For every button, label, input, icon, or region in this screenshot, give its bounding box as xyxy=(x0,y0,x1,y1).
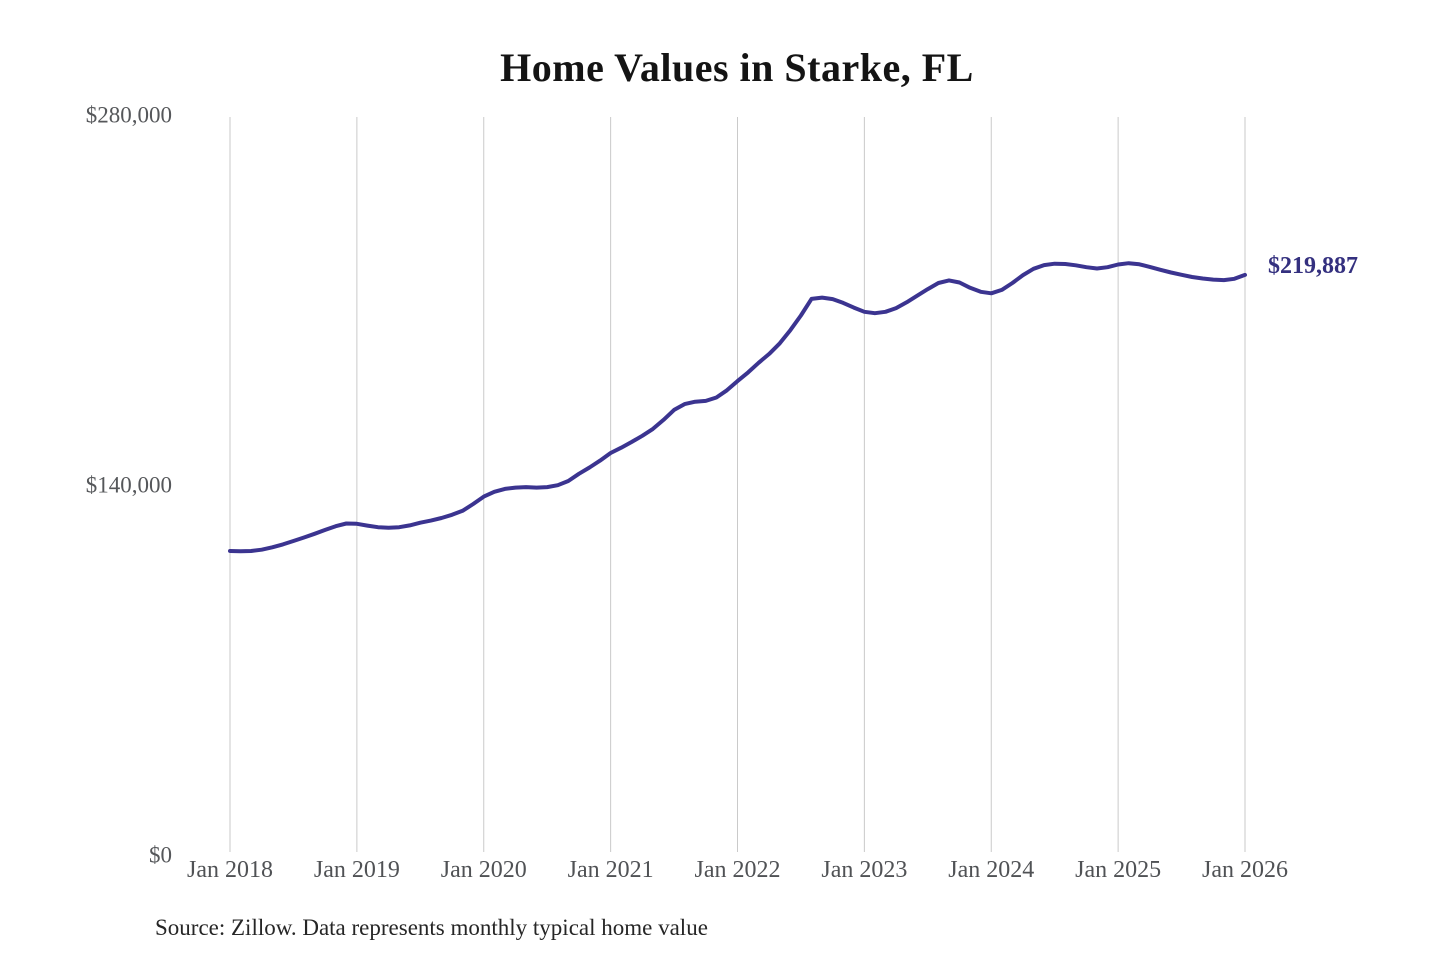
x-axis-label: Jan 2026 xyxy=(1202,857,1288,883)
x-axis-label: Jan 2025 xyxy=(1075,857,1162,883)
x-axis-label: Jan 2018 xyxy=(187,857,273,883)
latest-value-label: $219,887 xyxy=(1268,252,1358,279)
source-note: Source: Zillow. Data represents monthly … xyxy=(155,915,708,940)
x-axis-label: Jan 2020 xyxy=(440,857,527,883)
x-axis-label: Jan 2023 xyxy=(821,857,908,883)
y-axis-label: $140,000 xyxy=(85,472,172,498)
x-axis-label: Jan 2024 xyxy=(948,857,1035,883)
x-axis-label: Jan 2022 xyxy=(694,857,781,883)
y-axis-label: $280,000 xyxy=(85,102,172,128)
chart-title: Home Values in Starke, FL xyxy=(500,45,974,90)
x-axis-label: Jan 2021 xyxy=(567,857,654,883)
value-line xyxy=(228,261,1247,554)
x-axis-label: Jan 2019 xyxy=(313,857,400,883)
y-axis-label: $0 xyxy=(149,842,172,868)
